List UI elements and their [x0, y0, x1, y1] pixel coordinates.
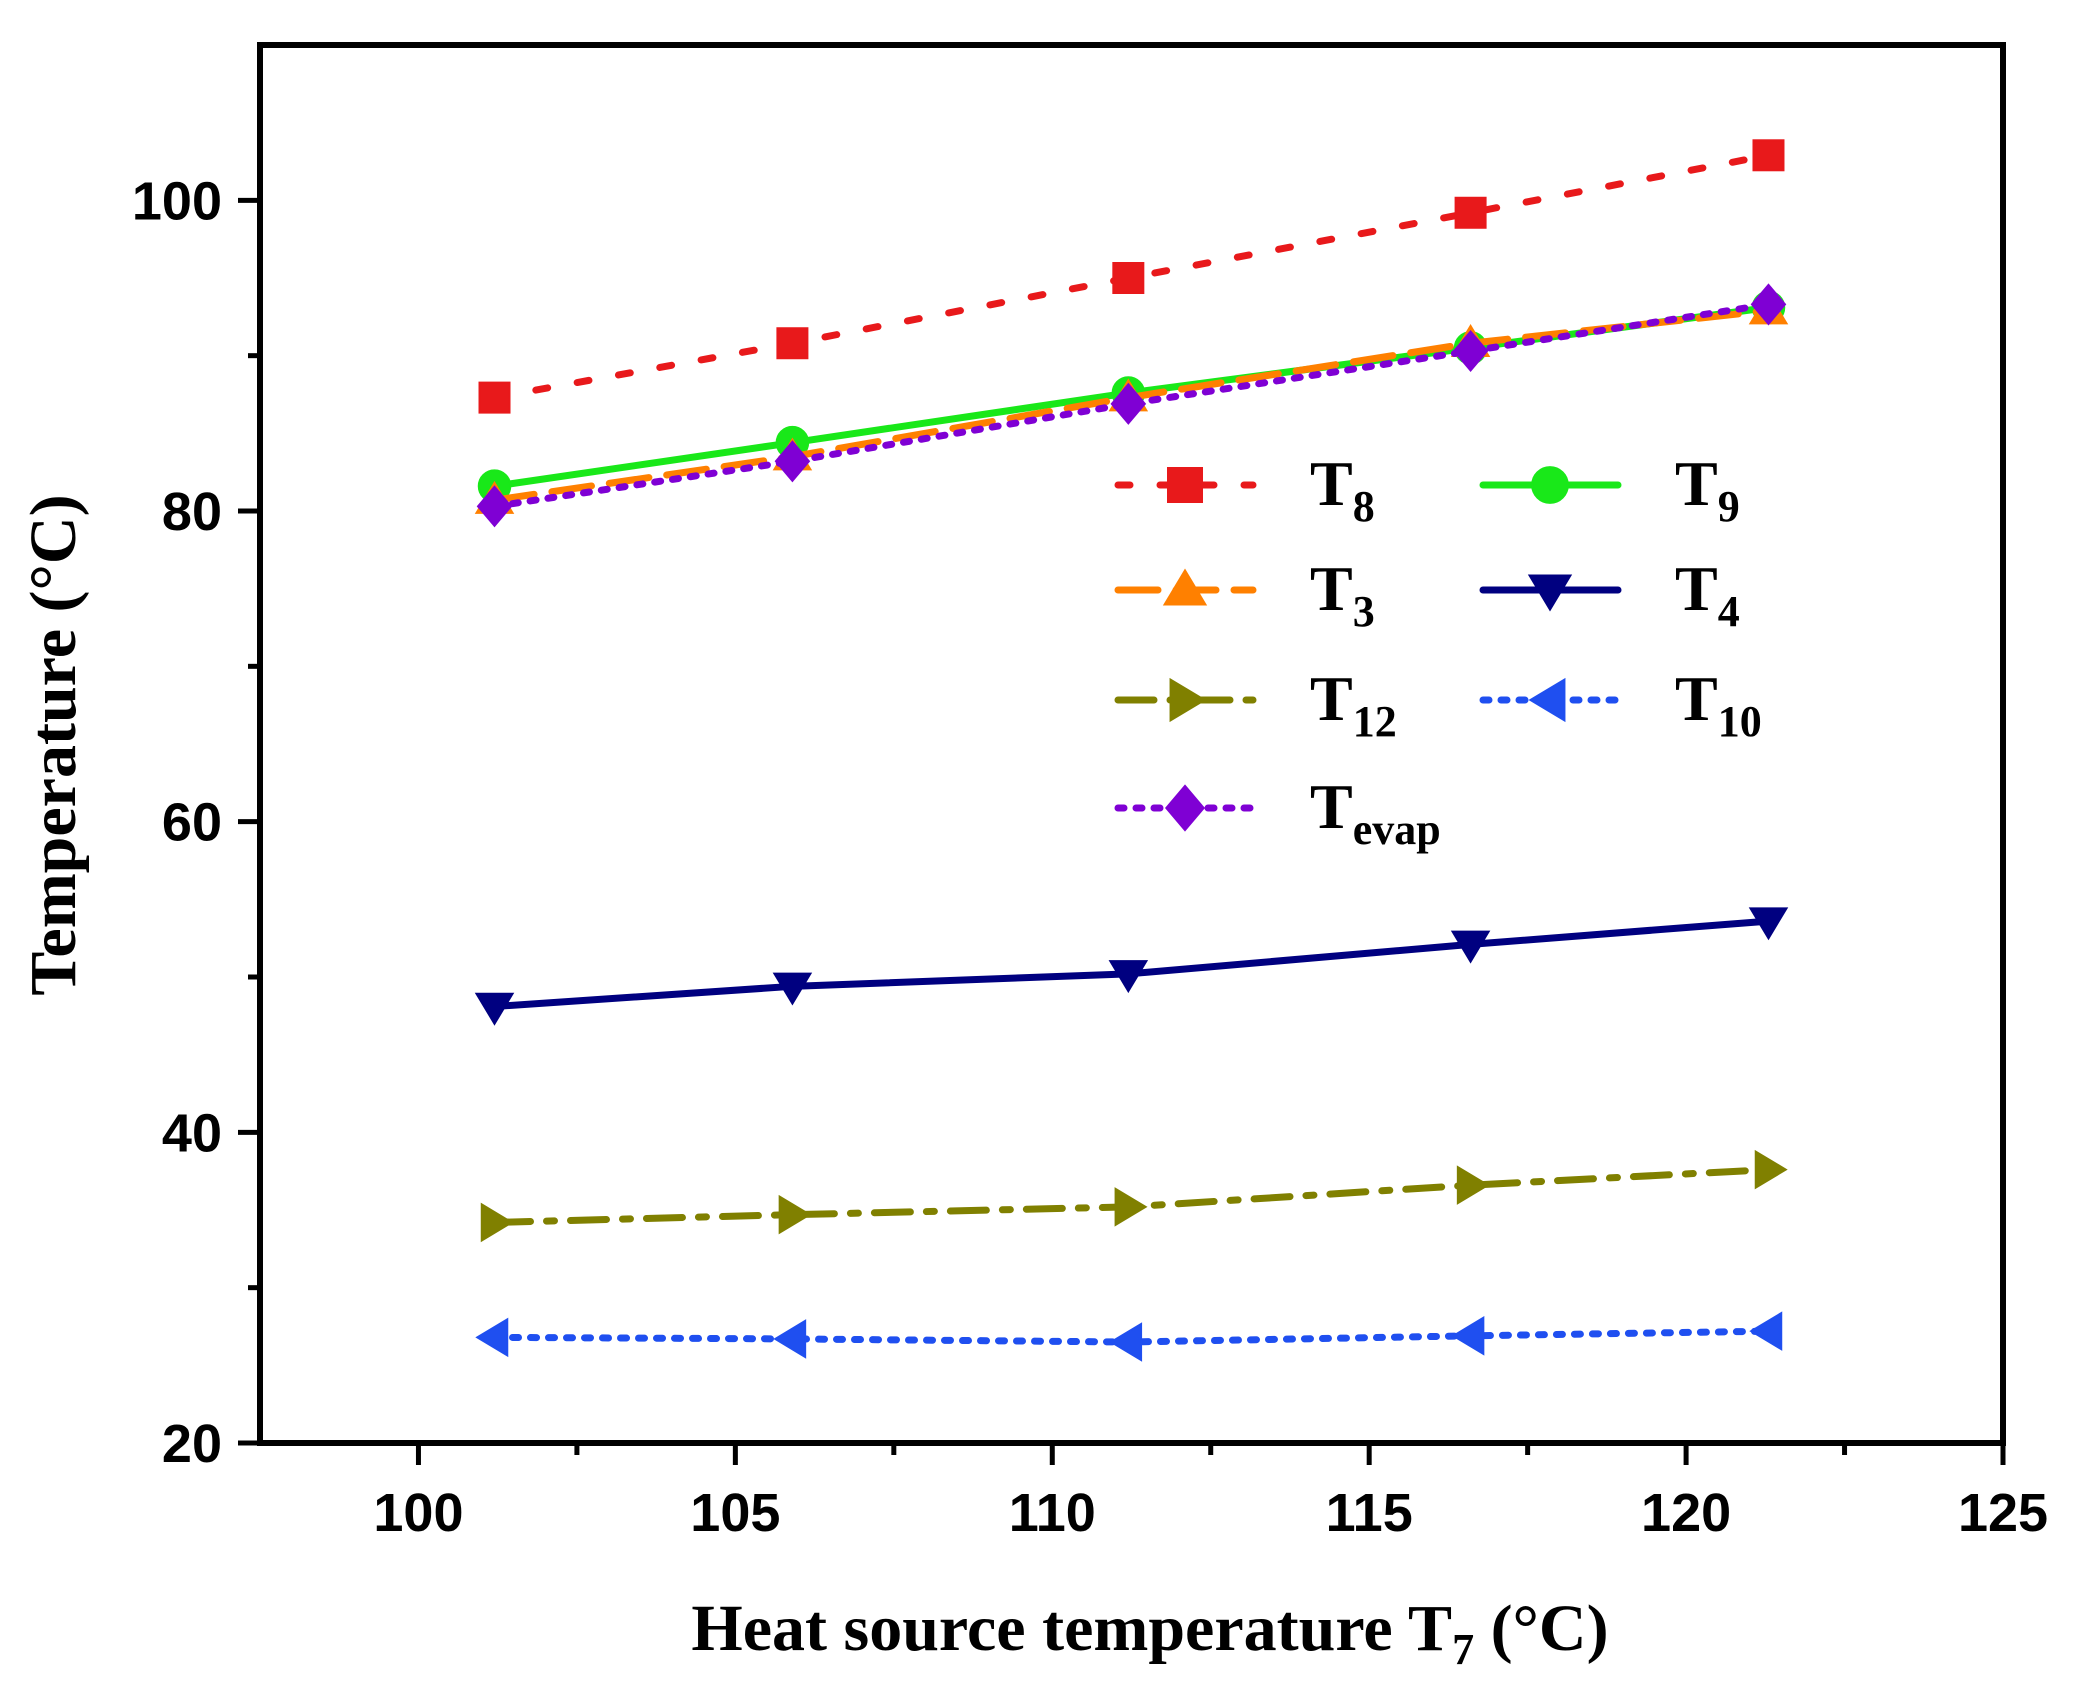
data-point-T4: [474, 992, 515, 1026]
legend-marker: [1531, 466, 1569, 504]
data-point-T4: [1108, 960, 1149, 994]
series-T10: [475, 1311, 1783, 1362]
series-T8: [478, 139, 1785, 414]
legend-item-T4: T4: [1479, 553, 1740, 636]
legend-item-T12: T12: [1114, 663, 1397, 746]
tick-label-layer: 100 105 110 115 120 125 20 40 60 80 100: [132, 171, 2048, 1543]
legend-marker: [1162, 568, 1208, 606]
x-tick-label: 125: [1958, 1483, 2048, 1543]
data-point-Tevap: [1452, 329, 1489, 373]
legend-marker: [1527, 574, 1573, 612]
series-T4: [474, 907, 1789, 1026]
legend-label-sub: 9: [1718, 482, 1740, 531]
legend-label: T8: [1310, 448, 1375, 531]
legend-label-main: T: [1675, 553, 1718, 624]
data-point-T10: [1109, 1322, 1143, 1362]
data-point-T8: [1752, 139, 1785, 172]
legend-item-Tevap: Tevap: [1114, 771, 1441, 854]
x-axis-title: Heat source temperature T7 (°C): [691, 1592, 1608, 1674]
data-point-T10: [1451, 1316, 1485, 1356]
y-tick-label: 40: [162, 1103, 222, 1163]
legend-marker: [1528, 677, 1566, 723]
data-point-T4: [772, 972, 813, 1006]
data-point-Tevap: [476, 485, 513, 528]
plot-frame: [257, 42, 2006, 1446]
legend-label-sub: 4: [1718, 587, 1740, 636]
data-point-Tevap: [1750, 283, 1787, 326]
y-tick-label: 80: [162, 482, 222, 542]
y-tick-label: 100: [132, 171, 222, 231]
legend-label-sub: evap: [1353, 805, 1441, 854]
legend-label: T10: [1675, 663, 1762, 746]
data-point-T8: [1112, 262, 1145, 294]
data-point-T8: [776, 327, 809, 360]
legend-marker: [1164, 784, 1206, 832]
y-axis-title: Temperature (°C): [17, 494, 90, 995]
legend-item-T10: T10: [1479, 663, 1762, 746]
legend-label: T4: [1675, 553, 1740, 636]
series-Tevap: [476, 283, 1787, 528]
x-axis-title-unit: (°C): [1474, 1592, 1609, 1665]
y-tick-label: 20: [162, 1414, 222, 1474]
data-point-T4: [1748, 907, 1789, 941]
legend-label-main: T: [1310, 553, 1353, 624]
data-point-Tevap: [774, 440, 811, 483]
x-tick-label: 115: [1326, 1483, 1413, 1543]
x-tick-label: 120: [1641, 1483, 1731, 1543]
data-point-T12: [1114, 1187, 1148, 1227]
legend-item-T9: T9: [1479, 448, 1740, 531]
series-T12: [480, 1149, 1788, 1243]
x-axis-title-sub: 7: [1452, 1625, 1474, 1674]
legend-item-T3: T3: [1114, 553, 1375, 636]
legend-label-sub: 8: [1353, 482, 1375, 531]
data-point-T10: [475, 1317, 509, 1358]
data-point-T10: [773, 1319, 807, 1359]
data-point-T8: [1454, 196, 1487, 229]
legend-label-main: T: [1310, 448, 1353, 519]
legend-label-main: T: [1310, 663, 1353, 734]
x-tick-label: 110: [1009, 1483, 1096, 1543]
x-tick-label: 100: [373, 1483, 463, 1543]
legend-item-T8: T8: [1114, 448, 1375, 531]
series-layer: [474, 139, 1789, 1362]
legend-marker: [1169, 677, 1207, 723]
legend-label: T12: [1310, 663, 1397, 746]
data-point-T12: [480, 1202, 514, 1243]
legend-label-main: T: [1675, 448, 1718, 519]
data-point-T8: [478, 381, 511, 414]
legend-label-main: T: [1310, 771, 1353, 842]
data-point-T4: [1450, 930, 1491, 964]
legend-label-sub: 12: [1353, 697, 1397, 746]
y-tick-label: 60: [162, 793, 222, 853]
legend-label: T3: [1310, 553, 1375, 636]
data-point-Tevap: [1110, 382, 1147, 425]
data-point-T12: [1456, 1165, 1490, 1205]
data-point-T12: [1754, 1149, 1788, 1190]
legend-label-sub: 10: [1718, 697, 1762, 746]
x-tick-label: 105: [690, 1483, 780, 1543]
data-point-T10: [1749, 1311, 1783, 1351]
legend-label: T9: [1675, 448, 1740, 531]
legend-label-main: T: [1675, 663, 1718, 734]
series-line-Tevap: [491, 300, 1772, 510]
data-point-T12: [778, 1194, 812, 1235]
legend-label-sub: 3: [1353, 587, 1375, 636]
legend-marker: [1167, 467, 1203, 503]
legend-label: Tevap: [1310, 771, 1441, 854]
